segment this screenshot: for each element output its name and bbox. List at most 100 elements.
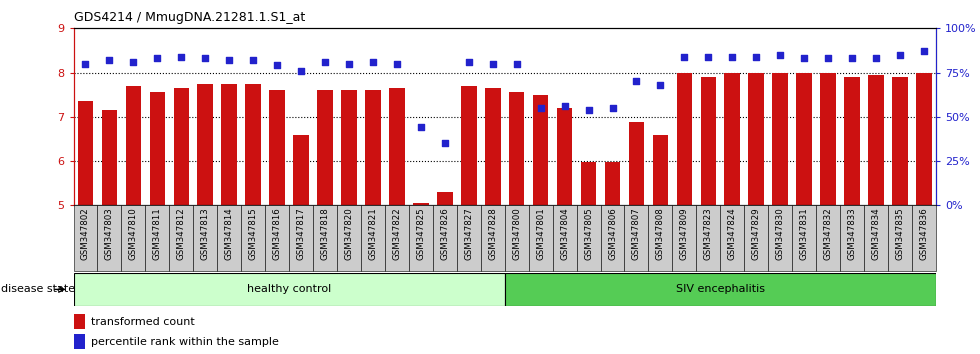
Bar xyxy=(457,205,481,271)
Point xyxy=(916,48,932,54)
Bar xyxy=(553,205,576,271)
Bar xyxy=(270,90,285,205)
Bar xyxy=(888,205,912,271)
Point xyxy=(724,54,740,59)
Text: GDS4214 / MmugDNA.21281.1.S1_at: GDS4214 / MmugDNA.21281.1.S1_at xyxy=(74,11,305,24)
Bar xyxy=(74,205,97,271)
Text: SIV encephalitis: SIV encephalitis xyxy=(676,284,764,295)
Bar xyxy=(74,273,505,306)
Text: GSM347836: GSM347836 xyxy=(919,207,928,260)
Bar xyxy=(792,205,816,271)
Point xyxy=(150,56,166,61)
Bar xyxy=(437,192,453,205)
Text: GSM347809: GSM347809 xyxy=(680,207,689,260)
Bar xyxy=(170,205,193,271)
Bar xyxy=(557,108,572,205)
Text: transformed count: transformed count xyxy=(91,317,195,327)
Bar xyxy=(576,205,601,271)
Bar xyxy=(125,86,141,205)
Text: GSM347808: GSM347808 xyxy=(656,207,664,260)
Bar xyxy=(77,101,93,205)
Point xyxy=(509,61,524,67)
Bar xyxy=(218,205,241,271)
Bar xyxy=(820,73,836,205)
Bar xyxy=(313,205,337,271)
Point xyxy=(820,56,836,61)
Bar xyxy=(672,205,697,271)
Bar xyxy=(697,205,720,271)
Bar xyxy=(341,90,357,205)
Text: GSM347807: GSM347807 xyxy=(632,207,641,260)
Point xyxy=(581,107,597,113)
Bar xyxy=(533,95,549,205)
Bar xyxy=(601,205,624,271)
Bar xyxy=(912,205,936,271)
Text: GSM347823: GSM347823 xyxy=(704,207,712,260)
Bar xyxy=(744,205,768,271)
Bar xyxy=(653,135,668,205)
Point xyxy=(749,54,764,59)
Text: GSM347818: GSM347818 xyxy=(320,207,329,260)
Point xyxy=(485,61,501,67)
Bar xyxy=(385,205,409,271)
Point xyxy=(293,68,309,74)
Text: GSM347805: GSM347805 xyxy=(584,207,593,260)
Text: GSM347833: GSM347833 xyxy=(848,207,857,260)
Point xyxy=(102,57,118,63)
Text: GSM347817: GSM347817 xyxy=(297,207,306,260)
Bar xyxy=(97,205,122,271)
Bar xyxy=(318,90,333,205)
Text: healthy control: healthy control xyxy=(247,284,331,295)
Bar xyxy=(509,92,524,205)
Bar xyxy=(245,84,261,205)
Text: GSM347803: GSM347803 xyxy=(105,207,114,260)
Bar xyxy=(720,205,744,271)
Text: GSM347829: GSM347829 xyxy=(752,207,760,260)
Bar xyxy=(868,75,884,205)
Bar xyxy=(505,273,936,306)
Text: GSM347830: GSM347830 xyxy=(776,207,785,260)
Point xyxy=(413,125,428,130)
Bar xyxy=(413,203,428,205)
Bar xyxy=(173,88,189,205)
Bar xyxy=(102,110,118,205)
Bar xyxy=(433,205,457,271)
Bar xyxy=(581,162,596,205)
Text: GSM347821: GSM347821 xyxy=(368,207,377,260)
Point xyxy=(173,54,189,59)
Bar xyxy=(605,162,620,205)
Bar xyxy=(266,205,289,271)
Point xyxy=(701,54,716,59)
Bar xyxy=(122,205,145,271)
Text: disease state: disease state xyxy=(1,284,75,295)
Bar xyxy=(481,205,505,271)
Bar xyxy=(289,205,313,271)
Bar xyxy=(197,84,213,205)
Text: GSM347806: GSM347806 xyxy=(608,207,617,260)
Bar xyxy=(916,73,932,205)
Bar xyxy=(649,205,672,271)
Text: GSM347801: GSM347801 xyxy=(536,207,545,260)
Bar xyxy=(528,205,553,271)
Text: GSM347827: GSM347827 xyxy=(465,207,473,260)
Bar xyxy=(844,77,859,205)
Bar xyxy=(485,88,501,205)
Bar xyxy=(461,86,476,205)
Text: percentile rank within the sample: percentile rank within the sample xyxy=(91,337,279,347)
Bar xyxy=(409,205,433,271)
Bar xyxy=(74,334,85,348)
Point xyxy=(366,59,381,65)
Text: GSM347800: GSM347800 xyxy=(513,207,521,260)
Point xyxy=(892,52,907,58)
Point xyxy=(461,59,476,65)
Bar xyxy=(724,73,740,205)
Point xyxy=(197,56,213,61)
Text: GSM347802: GSM347802 xyxy=(81,207,90,260)
Point xyxy=(533,105,549,111)
Bar xyxy=(676,73,692,205)
Bar xyxy=(892,77,907,205)
Bar xyxy=(221,84,237,205)
Point xyxy=(557,103,572,109)
Bar xyxy=(193,205,218,271)
Point xyxy=(797,56,812,61)
